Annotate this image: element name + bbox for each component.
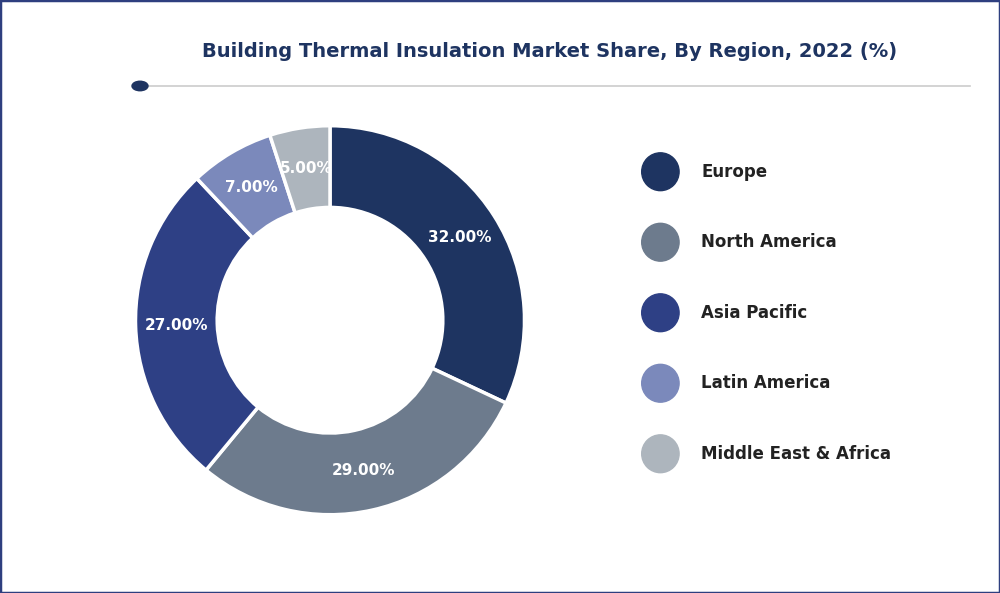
Text: 29.00%: 29.00%	[332, 463, 395, 478]
Text: 32.00%: 32.00%	[428, 231, 491, 246]
Text: 7.00%: 7.00%	[225, 180, 278, 196]
Text: Latin America: Latin America	[701, 374, 831, 392]
Text: 5.00%: 5.00%	[280, 161, 332, 176]
Wedge shape	[135, 178, 258, 470]
Text: PRECEDENCE: PRECEDENCE	[34, 43, 111, 53]
Text: Building Thermal Insulation Market Share, By Region, 2022 (%): Building Thermal Insulation Market Share…	[202, 42, 898, 60]
Wedge shape	[270, 126, 330, 213]
Text: RESEARCH: RESEARCH	[41, 86, 104, 96]
Text: Europe: Europe	[701, 162, 767, 181]
Wedge shape	[330, 126, 525, 403]
Circle shape	[642, 153, 679, 191]
Circle shape	[642, 435, 679, 473]
Wedge shape	[206, 368, 506, 515]
Text: North America: North America	[701, 233, 837, 251]
Wedge shape	[197, 135, 295, 238]
Circle shape	[642, 294, 679, 331]
Text: Middle East & Africa: Middle East & Africa	[701, 445, 891, 463]
Text: 27.00%: 27.00%	[145, 317, 208, 333]
Text: Asia Pacific: Asia Pacific	[701, 304, 807, 322]
Circle shape	[642, 224, 679, 261]
Circle shape	[642, 364, 679, 402]
